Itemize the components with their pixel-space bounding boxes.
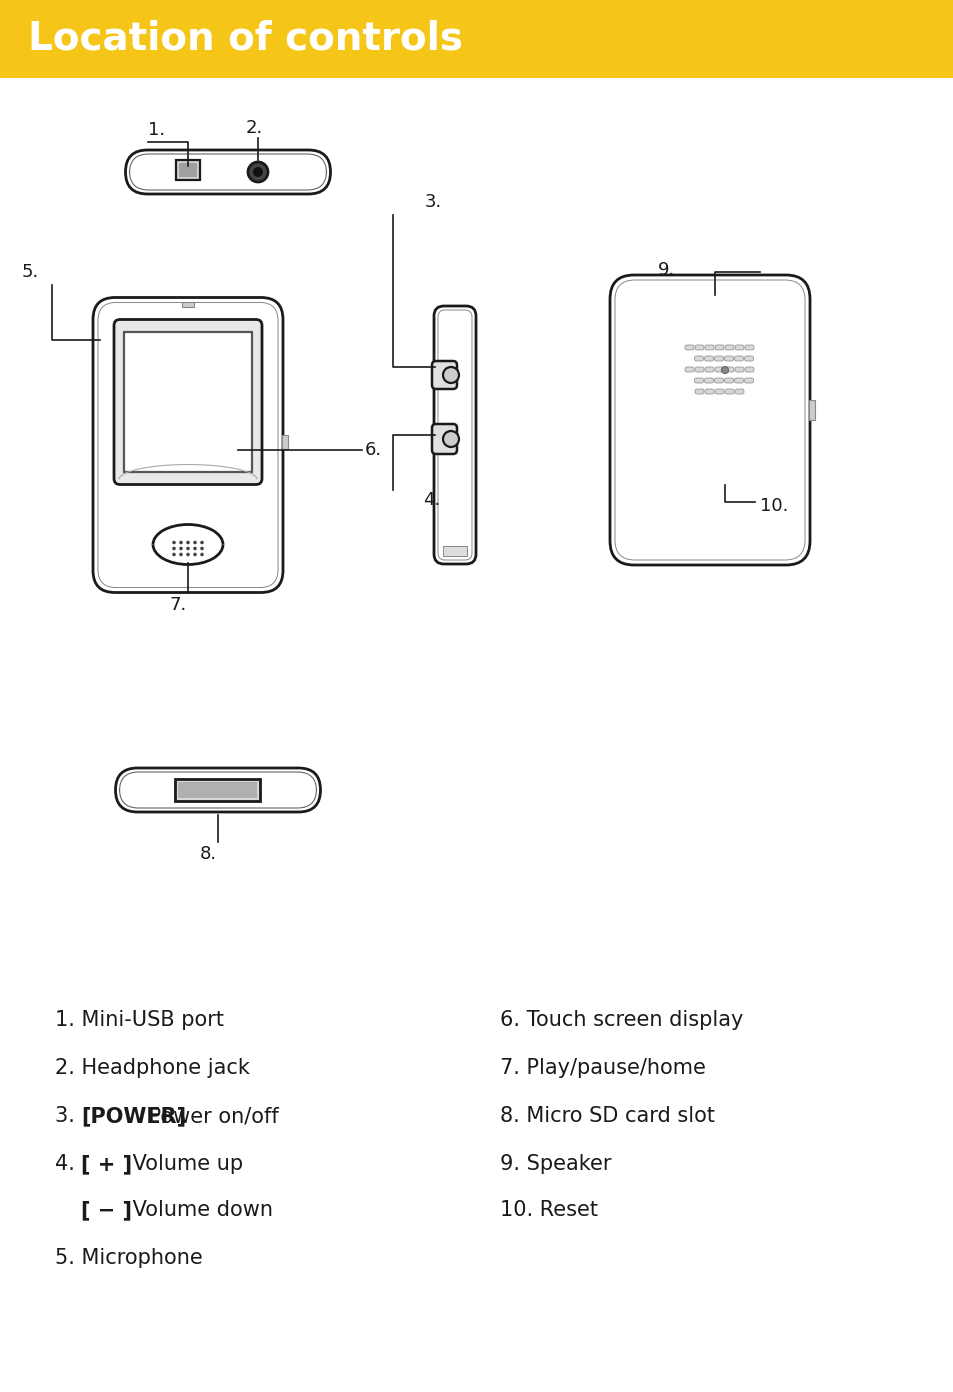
Text: 3.: 3. bbox=[55, 1107, 81, 1126]
Circle shape bbox=[720, 366, 728, 373]
FancyBboxPatch shape bbox=[695, 388, 703, 394]
Text: 7. Play/pause/home: 7. Play/pause/home bbox=[499, 1058, 705, 1077]
Text: Power on/off: Power on/off bbox=[142, 1107, 279, 1126]
Bar bbox=[178, 782, 257, 798]
FancyBboxPatch shape bbox=[734, 345, 743, 349]
Text: Volume up: Volume up bbox=[126, 1154, 242, 1173]
Text: 6.: 6. bbox=[365, 441, 382, 459]
Text: 10.: 10. bbox=[760, 497, 787, 515]
FancyBboxPatch shape bbox=[126, 150, 330, 193]
FancyBboxPatch shape bbox=[684, 345, 693, 349]
Text: 1. Mini-USB port: 1. Mini-USB port bbox=[55, 1011, 224, 1030]
FancyBboxPatch shape bbox=[734, 356, 742, 361]
Bar bbox=[442, 546, 467, 555]
FancyBboxPatch shape bbox=[723, 356, 733, 361]
Bar bbox=[124, 331, 252, 472]
Circle shape bbox=[200, 553, 204, 557]
Circle shape bbox=[172, 547, 175, 550]
Circle shape bbox=[172, 553, 175, 557]
FancyBboxPatch shape bbox=[743, 356, 753, 361]
Circle shape bbox=[179, 540, 183, 544]
Bar bbox=[808, 400, 814, 420]
Circle shape bbox=[442, 367, 458, 383]
FancyBboxPatch shape bbox=[714, 367, 723, 372]
FancyBboxPatch shape bbox=[115, 768, 320, 812]
Text: 6. Touch screen display: 6. Touch screen display bbox=[499, 1011, 742, 1030]
Text: Location of controls: Location of controls bbox=[28, 19, 462, 58]
FancyBboxPatch shape bbox=[714, 345, 723, 349]
FancyBboxPatch shape bbox=[744, 367, 753, 372]
FancyBboxPatch shape bbox=[694, 379, 702, 383]
FancyBboxPatch shape bbox=[609, 276, 809, 565]
Text: 5.: 5. bbox=[22, 263, 39, 281]
FancyBboxPatch shape bbox=[714, 388, 723, 394]
Text: 9. Speaker: 9. Speaker bbox=[499, 1154, 611, 1173]
FancyBboxPatch shape bbox=[714, 356, 722, 361]
FancyBboxPatch shape bbox=[432, 361, 456, 388]
Text: 4.: 4. bbox=[55, 1154, 81, 1173]
Bar bbox=[179, 163, 196, 177]
Text: 9.: 9. bbox=[658, 262, 675, 278]
FancyBboxPatch shape bbox=[113, 320, 262, 484]
Circle shape bbox=[186, 547, 190, 550]
FancyBboxPatch shape bbox=[743, 379, 753, 383]
FancyBboxPatch shape bbox=[724, 367, 733, 372]
FancyBboxPatch shape bbox=[734, 388, 743, 394]
FancyBboxPatch shape bbox=[734, 379, 742, 383]
Text: 2. Headphone jack: 2. Headphone jack bbox=[55, 1058, 250, 1077]
Bar bbox=[175, 160, 200, 180]
Circle shape bbox=[193, 547, 196, 550]
Circle shape bbox=[442, 432, 458, 447]
Circle shape bbox=[179, 553, 183, 557]
Bar bbox=[0, 0, 953, 78]
Text: 8. Micro SD card slot: 8. Micro SD card slot bbox=[499, 1107, 714, 1126]
FancyBboxPatch shape bbox=[723, 379, 733, 383]
FancyBboxPatch shape bbox=[704, 367, 713, 372]
FancyBboxPatch shape bbox=[714, 379, 722, 383]
FancyBboxPatch shape bbox=[92, 298, 283, 593]
Circle shape bbox=[253, 167, 263, 177]
Text: [POWER]: [POWER] bbox=[81, 1107, 186, 1126]
FancyBboxPatch shape bbox=[695, 345, 703, 349]
FancyBboxPatch shape bbox=[704, 345, 713, 349]
Circle shape bbox=[179, 547, 183, 550]
Circle shape bbox=[200, 547, 204, 550]
Circle shape bbox=[248, 161, 268, 182]
Text: 5. Microphone: 5. Microphone bbox=[55, 1249, 203, 1268]
FancyBboxPatch shape bbox=[434, 306, 476, 564]
Text: 10. Reset: 10. Reset bbox=[499, 1200, 598, 1219]
Text: [ + ]: [ + ] bbox=[81, 1154, 132, 1173]
Circle shape bbox=[193, 553, 196, 557]
FancyBboxPatch shape bbox=[744, 345, 753, 349]
Text: 3.: 3. bbox=[424, 193, 442, 212]
Text: 8.: 8. bbox=[199, 845, 216, 863]
Bar bbox=[282, 434, 288, 450]
Text: [ − ]: [ − ] bbox=[81, 1200, 132, 1219]
FancyBboxPatch shape bbox=[704, 388, 713, 394]
Circle shape bbox=[186, 540, 190, 544]
Circle shape bbox=[172, 540, 175, 544]
FancyBboxPatch shape bbox=[684, 367, 693, 372]
Bar bbox=[182, 302, 193, 306]
FancyBboxPatch shape bbox=[703, 356, 713, 361]
FancyBboxPatch shape bbox=[703, 379, 713, 383]
Circle shape bbox=[193, 540, 196, 544]
Text: Volume down: Volume down bbox=[126, 1200, 273, 1219]
FancyBboxPatch shape bbox=[734, 367, 743, 372]
FancyBboxPatch shape bbox=[724, 345, 733, 349]
Circle shape bbox=[186, 553, 190, 557]
Circle shape bbox=[200, 540, 204, 544]
Text: 2.: 2. bbox=[246, 118, 263, 136]
FancyBboxPatch shape bbox=[432, 425, 456, 454]
FancyBboxPatch shape bbox=[695, 367, 703, 372]
FancyBboxPatch shape bbox=[694, 356, 702, 361]
Text: 7.: 7. bbox=[170, 596, 187, 614]
FancyBboxPatch shape bbox=[724, 388, 733, 394]
Text: 1.: 1. bbox=[148, 121, 165, 139]
Text: 4.: 4. bbox=[422, 491, 439, 509]
Bar bbox=[175, 780, 260, 800]
